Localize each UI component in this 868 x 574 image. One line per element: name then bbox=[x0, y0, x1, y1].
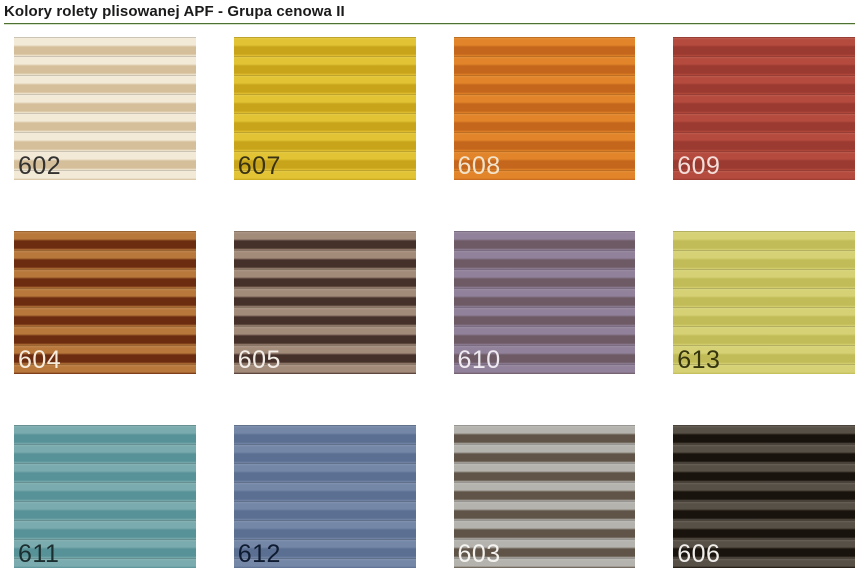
swatch-code: 604 bbox=[18, 346, 62, 374]
swatch-tile[interactable]: 605 bbox=[233, 231, 416, 374]
page-title: Kolory rolety plisowanej APF - Grupa cen… bbox=[4, 3, 345, 20]
page-header: Kolory rolety plisowanej APF - Grupa cen… bbox=[0, 0, 868, 25]
swatch-grid: 602 607 608 609 604 605 610 613 611 612 … bbox=[14, 37, 855, 568]
swatch-tile[interactable]: 613 bbox=[673, 231, 855, 374]
swatch-tile[interactable]: 610 bbox=[453, 231, 636, 374]
title-underline bbox=[4, 23, 855, 25]
swatch-tile[interactable]: 612 bbox=[233, 425, 416, 568]
swatch-code: 606 bbox=[677, 540, 721, 568]
swatch-code: 613 bbox=[677, 346, 721, 374]
swatch-code: 609 bbox=[677, 152, 721, 180]
swatch-code: 607 bbox=[237, 152, 281, 180]
swatch-code: 603 bbox=[457, 540, 501, 568]
swatch-tile[interactable]: 607 bbox=[233, 37, 416, 180]
swatch-code: 602 bbox=[18, 152, 62, 180]
swatch-tile[interactable]: 606 bbox=[673, 425, 855, 568]
swatch-tile[interactable]: 609 bbox=[673, 37, 855, 180]
swatch-code: 612 bbox=[237, 540, 281, 568]
swatch-tile[interactable]: 603 bbox=[453, 425, 636, 568]
swatch-tile[interactable]: 611 bbox=[14, 425, 196, 568]
swatch-tile[interactable]: 602 bbox=[14, 37, 196, 180]
swatch-code: 608 bbox=[457, 152, 501, 180]
swatch-code: 610 bbox=[457, 346, 501, 374]
swatch-code: 605 bbox=[237, 346, 281, 374]
swatch-tile[interactable]: 604 bbox=[14, 231, 196, 374]
swatch-tile[interactable]: 608 bbox=[453, 37, 636, 180]
swatch-code: 611 bbox=[18, 540, 60, 568]
